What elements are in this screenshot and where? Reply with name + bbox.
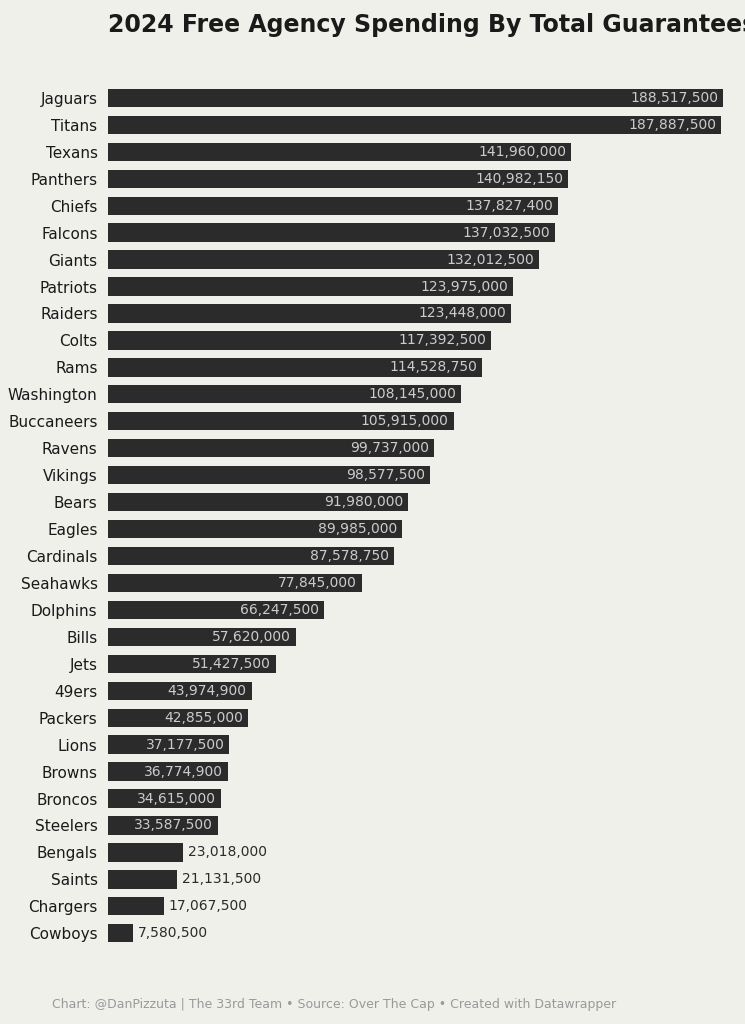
Bar [108, 735, 229, 754]
Text: 33,587,500: 33,587,500 [134, 818, 213, 833]
Text: Chart: @DanPizzuta | The 33rd Team • Source: Over The Cap • Created with Datawra: Chart: @DanPizzuta | The 33rd Team • Sou… [52, 997, 616, 1011]
Bar [108, 412, 454, 430]
Text: 105,915,000: 105,915,000 [361, 415, 448, 428]
Bar [108, 573, 362, 592]
Text: 114,528,750: 114,528,750 [389, 360, 477, 375]
Bar [108, 304, 511, 323]
Text: 37,177,500: 37,177,500 [145, 737, 224, 752]
Bar [108, 816, 218, 835]
Bar [108, 601, 324, 620]
Bar [108, 628, 296, 646]
Text: 137,827,400: 137,827,400 [465, 199, 553, 213]
Text: 17,067,500: 17,067,500 [168, 899, 247, 913]
Bar [108, 682, 252, 699]
Text: 43,974,900: 43,974,900 [168, 684, 247, 697]
Text: 140,982,150: 140,982,150 [475, 172, 563, 185]
Text: 98,577,500: 98,577,500 [346, 468, 425, 482]
Bar [108, 924, 133, 942]
Bar [108, 223, 555, 242]
Bar [108, 89, 723, 108]
Text: 2024 Free Agency Spending By Total Guarantees ($): 2024 Free Agency Spending By Total Guara… [108, 13, 745, 37]
Bar [108, 547, 394, 565]
Bar [108, 520, 402, 539]
Text: 108,145,000: 108,145,000 [368, 387, 456, 401]
Bar [108, 897, 164, 915]
Bar [108, 251, 539, 268]
Text: 51,427,500: 51,427,500 [192, 656, 271, 671]
Text: 132,012,500: 132,012,500 [446, 253, 534, 266]
Text: 123,975,000: 123,975,000 [420, 280, 508, 294]
Bar [108, 385, 461, 403]
Text: 99,737,000: 99,737,000 [349, 441, 428, 456]
Text: 91,980,000: 91,980,000 [324, 496, 403, 509]
Text: 89,985,000: 89,985,000 [317, 522, 397, 536]
Bar [108, 170, 568, 188]
Text: 87,578,750: 87,578,750 [310, 549, 389, 563]
Bar [108, 358, 482, 377]
Text: 123,448,000: 123,448,000 [418, 306, 506, 321]
Text: 23,018,000: 23,018,000 [188, 846, 267, 859]
Text: 57,620,000: 57,620,000 [212, 630, 291, 644]
Text: 36,774,900: 36,774,900 [144, 765, 224, 778]
Bar [108, 790, 221, 808]
Text: 34,615,000: 34,615,000 [137, 792, 216, 806]
Bar [108, 197, 558, 215]
Text: 187,887,500: 187,887,500 [628, 118, 717, 132]
Text: 21,131,500: 21,131,500 [182, 872, 261, 887]
Text: 7,580,500: 7,580,500 [138, 927, 208, 940]
Bar [108, 116, 721, 134]
Text: 188,517,500: 188,517,500 [630, 91, 718, 104]
Bar [108, 332, 491, 349]
Bar [108, 654, 276, 673]
Bar [108, 843, 183, 861]
Bar [108, 493, 408, 511]
Text: 137,032,500: 137,032,500 [463, 225, 551, 240]
Bar [108, 763, 228, 780]
Bar [108, 466, 430, 484]
Bar [108, 278, 513, 296]
Text: 66,247,500: 66,247,500 [241, 603, 320, 616]
Text: 77,845,000: 77,845,000 [279, 575, 357, 590]
Text: 42,855,000: 42,855,000 [164, 711, 243, 725]
Text: 141,960,000: 141,960,000 [478, 144, 566, 159]
Bar [108, 709, 248, 727]
Text: 117,392,500: 117,392,500 [399, 334, 486, 347]
Bar [108, 142, 571, 161]
Bar [108, 870, 177, 889]
Bar [108, 439, 434, 458]
